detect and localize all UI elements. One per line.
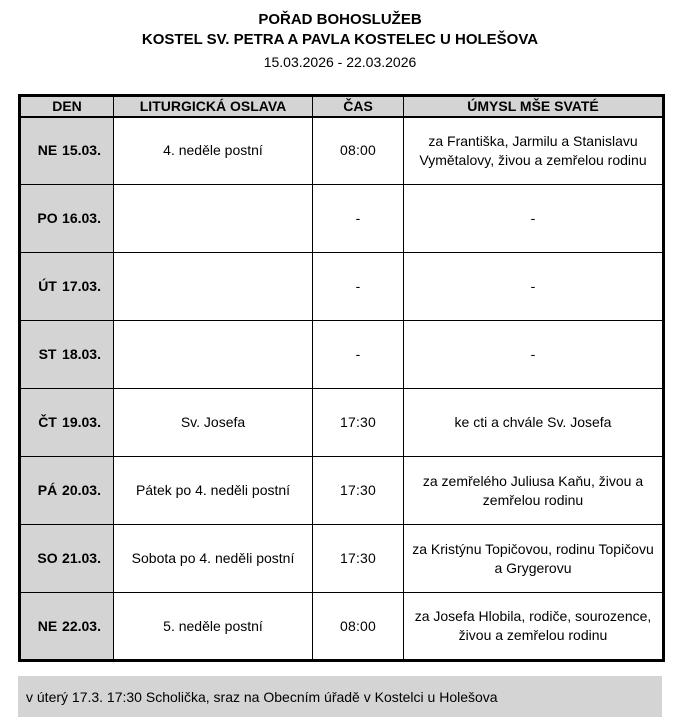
table-row: ČT 19.03. Sv. Josefa 17:30 ke cti a chvál…	[19, 388, 664, 457]
day-abbr: NE	[37, 617, 58, 634]
day-abbr: ÚT	[38, 278, 57, 294]
intention-cell: za Kristýnu Topičovou, rodinu Topičovu a…	[403, 524, 664, 593]
celebration-cell: Sv. Josefa	[113, 388, 313, 457]
time-cell: 17:30	[312, 524, 404, 593]
church-name: KOSTEL SV. PETRA A PAVLA KOSTELEC U HOLE…	[141, 31, 539, 48]
time-cell: 17:30	[312, 456, 404, 525]
day-cell: NE 15.03.	[19, 116, 114, 185]
time-cell: 17:30	[312, 388, 404, 457]
day-abbr: SO	[37, 550, 58, 566]
day-date: 22.03.	[62, 617, 101, 634]
col-header-day: DEN	[19, 95, 114, 118]
time-cell: -	[312, 252, 404, 321]
intention-cell: -	[403, 184, 664, 253]
day-abbr: ČT	[38, 414, 57, 430]
intention-cell: za Františka, Jarmilu a Stanislavu Vymět…	[403, 116, 664, 185]
table-row: PO 16.03. - -	[19, 184, 664, 253]
announcement-bar: v úterý 17.3. 17:30 Scholička, sraz na O…	[18, 676, 662, 717]
celebration-cell: 4. neděle postní	[113, 116, 313, 185]
time-cell: -	[312, 320, 404, 389]
day-date: 16.03.	[62, 210, 101, 226]
day-abbr: ST	[38, 346, 57, 362]
table-row: PÁ 20.03. Pátek po 4. neděli postní 17:30…	[19, 456, 664, 525]
intention-cell: za Josefa Hlobila, rodiče, sourozence, ž…	[403, 592, 664, 661]
day-abbr: PÁ	[37, 482, 58, 498]
col-header-celebration: LITURGICKÁ OSLAVA	[113, 95, 313, 118]
day-cell: ČT 19.03.	[19, 388, 114, 457]
day-date: 21.03.	[62, 550, 101, 566]
celebration-cell	[113, 252, 313, 321]
day-date: 19.03.	[62, 414, 101, 430]
celebration-cell	[113, 320, 313, 389]
table-row: ST 18.03. - -	[19, 320, 664, 389]
intention-cell: za zemřelého Juliusa Kaňu, živou a zemře…	[403, 456, 664, 525]
day-date: 15.03.	[62, 142, 101, 159]
page-title: POŘAD BOHOSLUŽEB	[258, 11, 422, 28]
announcement-text: v úterý 17.3. 17:30 Scholička, sraz na O…	[26, 688, 498, 705]
day-date: 18.03.	[62, 346, 101, 362]
table-row: ÚT 17.03. - -	[19, 252, 664, 321]
celebration-cell: 5. neděle postní	[113, 592, 313, 661]
intention-cell: -	[403, 252, 664, 321]
schedule-table: DEN LITURGICKÁ OSLAVA ČAS ÚMYSL MŠE SVAT…	[18, 94, 665, 662]
celebration-cell: Sobota po 4. neděli postní	[113, 524, 313, 593]
celebration-cell: Pátek po 4. neděli postní	[113, 456, 313, 525]
day-cell: ÚT 17.03.	[19, 252, 114, 321]
intention-cell: ke cti a chvále Sv. Josefa	[403, 388, 664, 457]
day-date: 17.03.	[62, 278, 101, 294]
col-header-time: ČAS	[312, 95, 404, 118]
table-row: NE 15.03. 4. neděle postní 08:00 za Frant…	[19, 116, 664, 185]
celebration-cell	[113, 184, 313, 253]
table-row: NE 22.03. 5. neděle postní 08:00 za Josef…	[19, 592, 664, 661]
time-cell: 08:00	[312, 592, 404, 661]
time-cell: -	[312, 184, 404, 253]
day-cell: NE 22.03.	[19, 592, 114, 661]
day-cell: SO 21.03.	[19, 524, 114, 593]
day-cell: ST 18.03.	[19, 320, 114, 389]
day-cell: PO 16.03.	[19, 184, 114, 253]
day-date: 20.03.	[62, 482, 101, 498]
table-row: SO 21.03. Sobota po 4. neděli postní 17:3…	[19, 524, 664, 593]
day-cell: PÁ 20.03.	[19, 456, 114, 525]
day-abbr: NE	[37, 142, 58, 159]
day-abbr: PO	[37, 210, 58, 226]
time-cell: 08:00	[312, 116, 404, 185]
date-range: 15.03.2026 - 22.03.2026	[263, 54, 417, 70]
col-header-intention: ÚMYSL MŠE SVATÉ	[403, 95, 664, 118]
intention-cell: -	[403, 320, 664, 389]
table-header-row: DEN LITURGICKÁ OSLAVA ČAS ÚMYSL MŠE SVAT…	[19, 95, 664, 118]
title-block: POŘAD BOHOSLUŽEB KOSTEL SV. PETRA A PAVL…	[18, 10, 662, 72]
